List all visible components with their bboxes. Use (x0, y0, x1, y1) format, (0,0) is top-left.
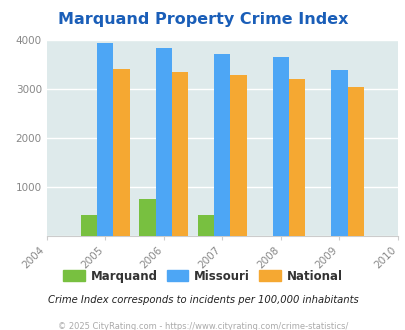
Bar (97, 43, 113, 236)
Bar (197, 215, 213, 236)
Bar (272, 57, 288, 236)
Bar (172, 72, 188, 236)
Bar (113, 69, 130, 236)
Text: © 2025 CityRating.com - https://www.cityrating.com/crime-statistics/: © 2025 CityRating.com - https://www.city… (58, 322, 347, 330)
Bar (81, 215, 97, 236)
Bar (155, 49, 172, 236)
Bar (139, 199, 155, 236)
Text: Marquand Property Crime Index: Marquand Property Crime Index (58, 12, 347, 26)
Bar (230, 75, 246, 236)
Text: Crime Index corresponds to incidents per 100,000 inhabitants: Crime Index corresponds to incidents per… (47, 295, 358, 305)
Bar (347, 87, 363, 236)
Bar (330, 70, 347, 236)
Bar (288, 79, 305, 236)
Legend: Marquand, Missouri, National: Marquand, Missouri, National (58, 265, 347, 287)
Bar (213, 54, 230, 236)
